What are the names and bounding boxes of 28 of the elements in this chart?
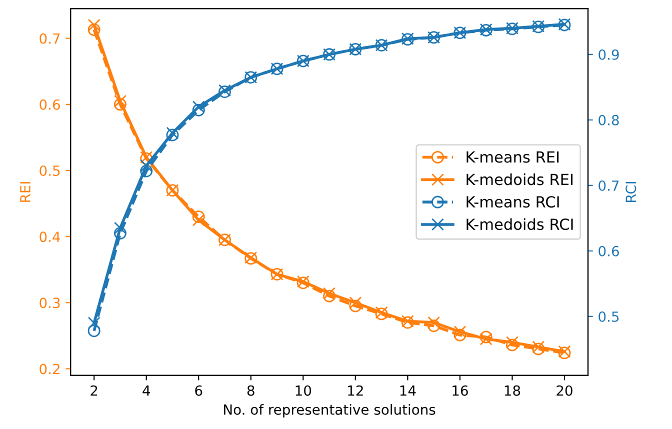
y-tick-label: 0.2 [40, 364, 60, 374]
x-tick-label: 2 [90, 385, 98, 396]
y-axis-title: REI [20, 182, 30, 202]
x-tick-label: 10 [296, 385, 312, 396]
x-tick-label: 8 [247, 385, 254, 396]
x-tick-label: 6 [195, 385, 202, 396]
legend-label: K-medoids REI [466, 173, 572, 186]
legend-label: K-means REI [466, 151, 559, 163]
legend-label: K-means RCI [466, 196, 559, 208]
y2-tick-label: 0.9 [598, 49, 619, 60]
y-tick-label: 0.3 [40, 298, 60, 308]
x-tick-label: 12 [348, 385, 363, 396]
x-tick-label: 4 [142, 386, 150, 396]
x-tick-label: 16 [452, 385, 468, 396]
y2-axis-title: RCI [626, 182, 636, 202]
x-tick-label: 18 [504, 385, 520, 396]
y2-tick-label: 0.6 [598, 246, 619, 256]
y-tick-label: 0.7 [40, 33, 60, 44]
y2-tick-label: 0.5 [598, 311, 619, 322]
x-axis-title: No. of representative solutions [224, 404, 436, 418]
y2-tick-label: 0.7 [598, 180, 619, 191]
y2-tick-label: 0.8 [598, 114, 619, 126]
y-tick-label: 0.5 [40, 165, 60, 176]
legend-label: K-medoids RCI [466, 218, 573, 230]
y-tick-label: 0.6 [40, 99, 60, 110]
x-tick-label: 14 [400, 386, 416, 396]
x-tick-label: 20 [556, 385, 572, 396]
y-tick-label: 0.4 [40, 232, 60, 242]
